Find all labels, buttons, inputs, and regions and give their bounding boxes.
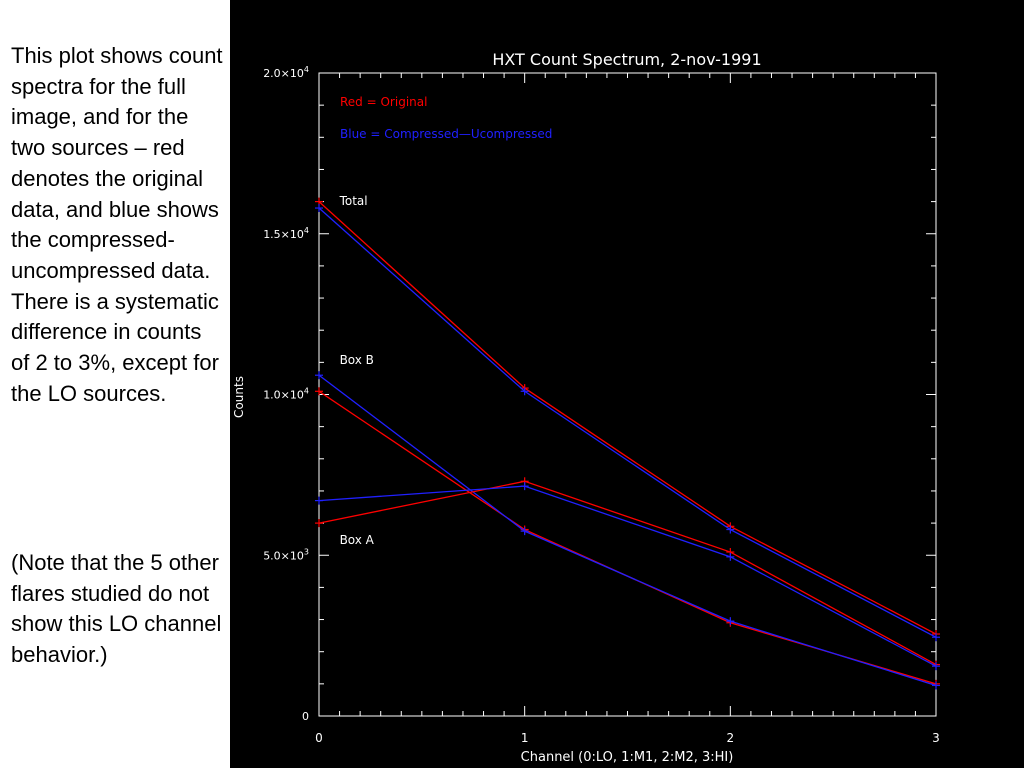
series-line	[318, 480, 937, 666]
y-tick-label-base: 1.5×10	[263, 228, 304, 241]
y-tick-label-base: 2.0×10	[263, 67, 304, 80]
chart-title: HXT Count Spectrum, 2-nov-1991	[492, 50, 761, 69]
y-tick-label: 2.0×104	[263, 65, 309, 80]
y-tick-label: 1.5×104	[263, 226, 309, 241]
legend-entry: Red = Original	[340, 95, 427, 109]
description-panel: This plot shows count spectra for the fu…	[0, 0, 230, 768]
data-point	[315, 371, 323, 380]
series-line	[318, 374, 937, 687]
y-axis-label: Counts	[232, 376, 246, 418]
data-point	[726, 552, 735, 561]
y-tick-label-exponent: 4	[304, 65, 309, 74]
y-tick-label-exponent: 4	[304, 387, 309, 396]
data-point	[315, 204, 323, 213]
series-line	[318, 201, 937, 635]
y-tick-label-base: 5.0×10	[263, 549, 304, 562]
annotation-label: Total	[339, 194, 368, 208]
plot-frame	[318, 72, 937, 717]
data-point	[932, 633, 940, 642]
series-line	[318, 390, 937, 685]
y-tick-label-exponent: 4	[304, 226, 309, 235]
data-point	[726, 525, 735, 534]
count-spectrum-chart: HXT Count Spectrum, 2-nov-1991 05.0×1031…	[232, 50, 940, 765]
data-point	[520, 527, 529, 536]
data-point	[315, 519, 323, 528]
y-tick-label-exponent: 3	[304, 547, 309, 556]
series-line	[318, 207, 937, 638]
y-tick-label-base: 1.0×10	[263, 389, 304, 402]
x-tick-label: 3	[932, 731, 940, 745]
data-point	[726, 617, 735, 626]
plot-area: HXT Count Spectrum, 2-nov-1991 0 5.0×103 1…	[230, 0, 1024, 768]
y-tick-label: 0	[302, 710, 309, 723]
series-line	[318, 485, 937, 667]
legend: Red = Original Blue = Compressed—Ucompres…	[340, 95, 552, 141]
description-paragraph-2: (Note that the 5 other flares studied do…	[11, 550, 222, 668]
series-group	[315, 197, 940, 690]
data-point	[932, 662, 940, 671]
data-point	[520, 387, 529, 396]
y-tick-label-base: 0	[302, 710, 309, 723]
annotations: Total Box B Box A	[339, 194, 375, 547]
x-axis-label: Channel (0:LO, 1:M1, 2:M2, 3:HI)	[521, 750, 734, 765]
annotation-label: Box B	[340, 353, 374, 367]
description-paragraph-1: This plot shows count spectra for the fu…	[11, 43, 223, 406]
data-point	[932, 681, 940, 690]
data-point	[315, 496, 323, 505]
legend-entry: Blue = Compressed—Ucompressed	[340, 127, 552, 141]
x-tick-label: 0	[315, 731, 323, 745]
x-tick-label: 2	[727, 731, 735, 745]
y-tick-label: 1.0×104	[263, 387, 309, 402]
data-point	[315, 387, 323, 396]
x-tick-label: 1	[521, 731, 529, 745]
annotation-label: Box A	[340, 533, 375, 547]
data-point	[520, 482, 529, 491]
y-tick-label: 5.0×103	[263, 547, 309, 562]
x-axis: 0 1 2 3	[315, 73, 940, 745]
